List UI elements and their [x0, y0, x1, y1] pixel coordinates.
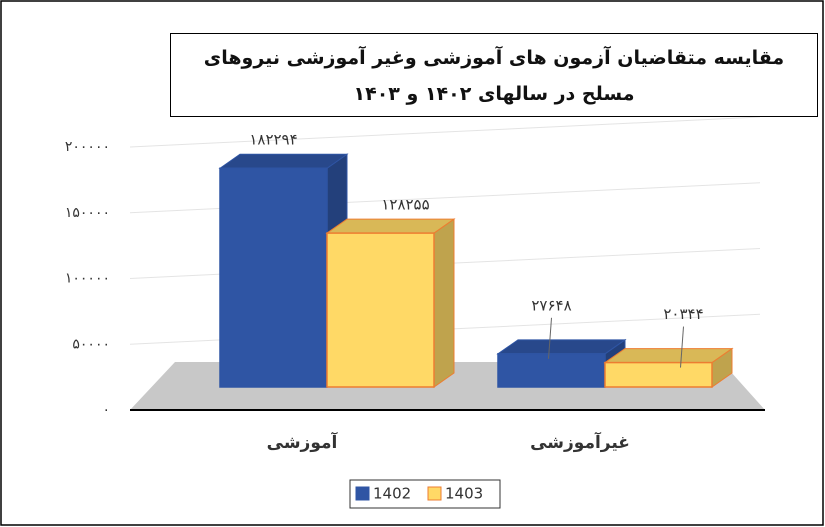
data-label: ۲۷۶۴۸ [531, 296, 571, 314]
bar-side [433, 218, 455, 388]
bar-top [325, 218, 456, 234]
legend-swatch [355, 486, 370, 501]
x-tick-label: غیرآموزشی [530, 431, 630, 453]
y-tick-label: ۰ [102, 402, 110, 418]
bar-top [496, 339, 627, 355]
data-label: ۱۲۸۲۵۵ [381, 196, 429, 214]
legend-swatch [427, 486, 442, 501]
chart-title: مقایسه متقاضیان آزمون های آموزشی وغیر آم… [170, 33, 818, 117]
leader-line [680, 326, 684, 368]
y-tick-label: ۱۰۰۰۰۰ [65, 271, 110, 287]
x-tick-label: آموزشی [267, 431, 339, 453]
bar-top [218, 153, 349, 169]
data-label: ۲۰۳۴۴ [663, 305, 703, 323]
legend-box [349, 479, 501, 509]
leader-line [548, 317, 552, 359]
y-tick-label: ۵۰۰۰۰ [72, 336, 110, 352]
y-tick-label: ۲۰۰۰۰۰ [65, 139, 110, 155]
data-label: ۱۸۲۲۹۴ [249, 131, 297, 149]
bar-top [603, 348, 734, 364]
legend-label: 1403 [445, 485, 483, 503]
bar [326, 232, 435, 388]
y-tick-label: ۱۵۰۰۰۰ [65, 205, 110, 221]
legend-label: 1402 [373, 485, 411, 503]
grid-line [129, 116, 761, 148]
bar [604, 361, 713, 388]
bar [219, 167, 328, 388]
bar [497, 353, 606, 388]
